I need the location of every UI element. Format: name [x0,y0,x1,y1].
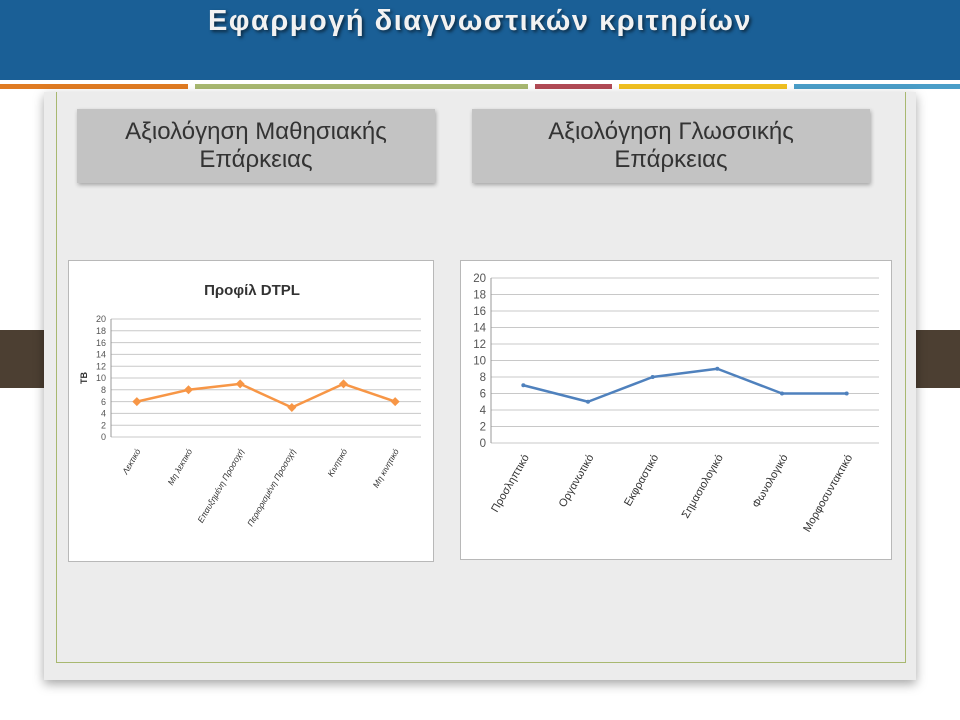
data-point [780,391,784,396]
title-bar [0,0,960,80]
x-category-label: Οργανωτικό [557,453,597,510]
y-tick-label: 10 [96,373,106,383]
y-tick-label: 20 [96,314,106,324]
side-tab-left [0,330,46,388]
x-category-label: Σημασιολογικό [680,453,726,521]
chart-language-frame: 0 2 4 6 8 10 12 14 16 18 20 Προσληπτικό Οργανωτικό Εκ… [460,260,892,560]
y-tick-label: 20 [473,273,486,285]
series-line [523,367,847,403]
y-axis-title: TB [79,372,89,384]
y-tick-label: 2 [101,420,106,430]
y-tick-label: 14 [96,350,106,360]
data-point [521,383,526,388]
data-point [287,403,297,412]
slide-title-wrap: Εφαρμογή διαγνωστικών κριτηρίων [0,0,960,42]
x-category-label: Εκφραστικό [622,453,661,509]
y-tick-label: 0 [480,438,486,450]
heading-learning-text: Αξιολόγηση Μαθησιακής Επάρκειας [125,118,387,173]
accent-strip-red [535,84,612,89]
y-tick-label: 4 [480,405,487,417]
x-category-label: Λεκτικό [120,447,143,477]
heading-language: Αξιολόγηση Γλωσσικής Επάρκειας [472,109,870,183]
y-tick-label: 10 [473,356,486,368]
side-tab-right [914,330,960,388]
y-tick-label: 12 [473,339,486,351]
y-tick-label: 18 [473,290,486,302]
series-line [136,382,396,409]
y-tick-label: 6 [101,397,106,407]
y-tick-label: 4 [101,409,106,419]
accent-strip-green [195,84,528,89]
y-tick-label: 0 [101,432,106,442]
data-point [339,379,348,389]
chart-title: Προφίλ DTPL [204,282,300,299]
data-point [715,366,720,371]
heading-language-text: Αξιολόγηση Γλωσσικής Επάρκειας [548,118,794,173]
x-category-label: Επαυξημένη Προσοχή [195,447,246,525]
data-point [235,379,245,389]
accent-strip-yellow [619,84,787,89]
slide-title: Εφαρμογή διαγνωστικών κριτηρίων [207,5,753,37]
y-tick-label: 16 [473,306,486,318]
heading-learning: Αξιολόγηση Μαθησιακής Επάρκειας [77,109,435,183]
x-category-label: Προσληπτικό [489,453,532,515]
data-point [390,397,400,407]
y-tick-label: 8 [101,385,106,395]
data-point [650,375,655,379]
y-tick-label: 14 [473,323,486,335]
data-point [184,385,193,395]
y-tick-label: 8 [480,372,486,384]
x-category-label: Μορφοσυντακτικό [801,453,855,535]
x-category-label: Μη λεκτικό [165,447,194,487]
x-category-label: Μη κινητικό [371,447,401,490]
y-tick-label: 2 [480,422,486,434]
y-tick-label: 18 [96,326,106,336]
slide-inner-border [56,92,906,663]
data-point [586,399,590,404]
chart-language: 0 2 4 6 8 10 12 14 16 18 20 Προσληπτικό Οργανωτικό Εκ… [473,273,879,535]
accent-strip-blue [794,84,960,89]
data-point [132,397,142,407]
y-tick-label: 6 [480,389,486,401]
x-category-label: Κινητικό [325,447,349,479]
x-category-label: Φωνολογικό [750,453,790,511]
y-tick-label: 16 [96,338,106,348]
accent-strip-orange [0,84,188,89]
x-category-label: Περιορισμένη Προσοχή [245,447,298,528]
chart-learning-frame: Προφίλ DTPL TB 0 2 4 6 8 10 12 14 16 18 20 Λεκτικό Μη … [68,260,434,562]
y-tick-label: 12 [96,361,106,371]
data-point [844,391,849,396]
